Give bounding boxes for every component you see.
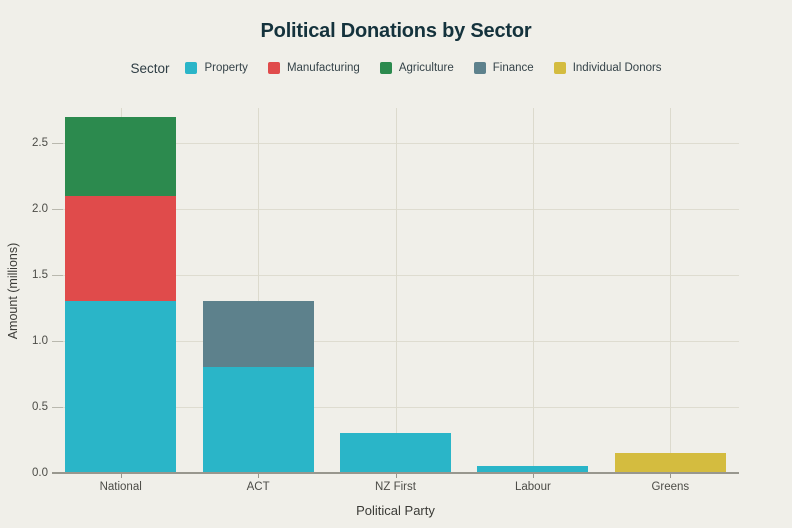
x-gridline — [258, 108, 260, 473]
legend-swatch-icon — [267, 62, 280, 74]
x-tick-mark — [395, 474, 397, 478]
y-tick-label: 0.5 — [32, 401, 48, 413]
legend-item-label: Agriculture — [398, 62, 454, 74]
x-gridline — [532, 108, 534, 473]
bar-segment-greens-individual-donors[interactable] — [614, 453, 726, 473]
x-tick-mark — [532, 474, 534, 478]
legend-items: Property Manufacturing Agriculture Finance I… — [185, 62, 662, 74]
x-tick-label: Greens — [651, 481, 690, 493]
legend-item-agriculture[interactable]: Agriculture — [379, 62, 454, 74]
y-tick-mark — [52, 407, 63, 408]
x-tick-mark — [670, 474, 672, 478]
bar-segment-act-finance[interactable] — [202, 301, 314, 368]
y-tick-mark — [52, 341, 63, 342]
bar-segment-national-property[interactable] — [65, 301, 177, 473]
x-tick-label: Labour — [514, 481, 551, 493]
chart-title: Political Donations by Sector — [260, 20, 532, 42]
x-axis-title: Political Party — [356, 503, 435, 518]
legend-item-label: Property — [204, 62, 248, 74]
x-axis-line — [52, 472, 739, 474]
legend-swatch-icon — [185, 62, 198, 74]
legend-item-manufacturing[interactable]: Manufacturing — [267, 62, 360, 74]
legend-swatch-icon — [473, 62, 486, 74]
y-tick-label: 1.0 — [32, 335, 48, 347]
y-axis-title: Amount (millions) — [6, 242, 20, 340]
y-tick-mark — [52, 143, 63, 144]
x-gridline — [395, 108, 397, 473]
y-tick-label: 1.5 — [32, 269, 48, 281]
legend-title: Sector — [130, 60, 170, 76]
legend-item-finance[interactable]: Finance — [473, 62, 534, 74]
y-tick-label: 2.0 — [32, 203, 48, 215]
bar-segment-national-agriculture[interactable] — [65, 116, 177, 196]
legend-item-individual-donors[interactable]: Individual Donors — [553, 62, 662, 74]
y-tick-label: 2.5 — [32, 137, 48, 149]
bar-segment-national-manufacturing[interactable] — [65, 195, 177, 302]
legend-item-label: Finance — [492, 62, 534, 74]
legend-item-label: Individual Donors — [572, 62, 662, 74]
y-tick-mark — [52, 209, 63, 210]
bar-segment-labour-property[interactable] — [477, 466, 589, 473]
legend-item-property[interactable]: Property — [185, 62, 248, 74]
y-tick-label: 0.0 — [32, 467, 48, 479]
x-tick-label: National — [99, 481, 142, 493]
legend-item-label: Manufacturing — [286, 62, 360, 74]
x-gridline — [670, 108, 672, 473]
legend-swatch-icon — [379, 62, 392, 74]
y-tick-mark — [52, 275, 63, 276]
x-tick-mark — [258, 474, 260, 478]
x-tick-mark — [120, 474, 122, 478]
bar-segment-nz-first-property[interactable] — [340, 433, 451, 473]
x-tick-label: ACT — [246, 481, 270, 493]
legend-swatch-icon — [553, 62, 566, 74]
bar-segment-act-property[interactable] — [202, 367, 314, 473]
legend: Sector Property Manufacturing Agriculture F… — [0, 58, 792, 78]
x-tick-label: NZ First — [375, 481, 416, 493]
